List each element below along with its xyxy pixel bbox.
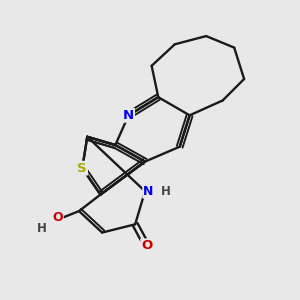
Text: N: N bbox=[123, 109, 134, 122]
Text: N: N bbox=[143, 185, 154, 198]
Text: H: H bbox=[160, 185, 170, 198]
Text: H: H bbox=[37, 222, 46, 235]
Text: O: O bbox=[52, 211, 63, 224]
Text: O: O bbox=[141, 239, 152, 252]
Text: S: S bbox=[77, 162, 87, 175]
